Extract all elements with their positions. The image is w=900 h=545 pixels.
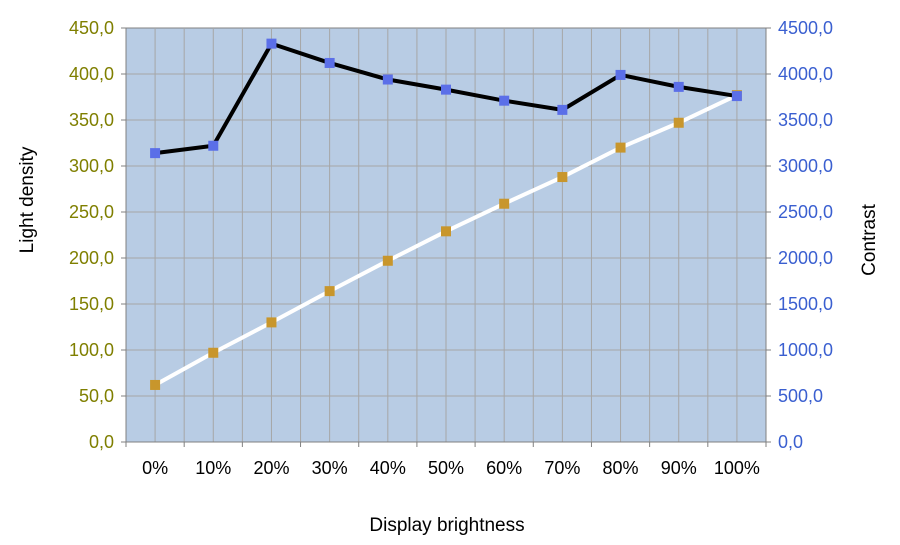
data-point-left	[441, 226, 451, 237]
x-tick-label: 20%	[253, 458, 289, 478]
data-point-right	[615, 69, 626, 80]
x-tick-label: 100%	[714, 458, 760, 478]
x-tick-label: 60%	[486, 458, 522, 478]
x-tick-label: 10%	[195, 458, 231, 478]
right-tick-label: 4000,0	[778, 64, 833, 84]
right-tick-label: 500,0	[778, 386, 823, 406]
right-tick-label: 0,0	[778, 432, 803, 452]
x-tick-label: 30%	[312, 458, 348, 478]
x-tick-label: 70%	[544, 458, 580, 478]
left-tick-label: 400,0	[69, 64, 114, 84]
data-point-right	[673, 81, 684, 92]
data-point-left	[615, 142, 626, 153]
data-point-left	[382, 255, 393, 266]
data-point-right	[499, 95, 510, 106]
series-layer	[150, 38, 742, 390]
x-tick-label: 0%	[142, 458, 168, 478]
right-tick-label: 3500,0	[778, 110, 833, 130]
data-point-right	[731, 91, 742, 102]
left-tick-label: 450,0	[69, 18, 114, 38]
left-tick-label: 0,0	[89, 432, 114, 452]
left-tick-label: 300,0	[69, 156, 114, 176]
data-point-right	[266, 38, 277, 49]
data-point-left	[266, 317, 277, 328]
x-tick-label: 40%	[370, 458, 406, 478]
left-tick-label: 200,0	[69, 248, 114, 268]
data-point-left	[673, 117, 684, 128]
data-point-right	[150, 148, 161, 159]
data-point-left	[150, 379, 161, 390]
left-tick-label: 350,0	[69, 110, 114, 130]
x-tick-label: 90%	[661, 458, 697, 478]
left-tick-label: 100,0	[69, 340, 114, 360]
data-point-right	[324, 57, 335, 68]
data-point-left	[557, 172, 568, 183]
left-axis-ticks: 0,0 50,0 100,0 150,0 200,0 250,0 300,0 350,0 400…	[69, 18, 126, 452]
y-axis-left-title: Light density	[17, 146, 38, 253]
left-tick-label: 250,0	[69, 202, 114, 222]
right-tick-label: 1000,0	[778, 340, 833, 360]
data-point-left	[208, 347, 219, 358]
y-axis-right-title: Contrast	[859, 203, 880, 276]
left-tick-label: 50,0	[79, 386, 114, 406]
x-axis-title: Display brightness	[369, 515, 524, 536]
right-tick-label: 3000,0	[778, 156, 833, 176]
data-point-right	[557, 104, 568, 115]
left-tick-label: 150,0	[69, 294, 114, 314]
right-axis-ticks: 0,0 500,0 1000,0 1500,0 2000,0 2500,0 3000,0 35…	[766, 18, 833, 452]
data-point-right	[208, 140, 219, 151]
x-tick-label: 80%	[603, 458, 639, 478]
x-tick-label: 50%	[428, 458, 464, 478]
right-tick-label: 2000,0	[778, 248, 833, 268]
x-axis-ticks: 0% 10% 20% 30% 40% 50% 60% 70% 80% 90% 100%	[125, 442, 767, 478]
data-point-left	[324, 286, 335, 297]
right-tick-label: 2500,0	[778, 202, 833, 222]
right-tick-label: 1500,0	[778, 294, 833, 314]
right-tick-label: 4500,0	[778, 18, 833, 38]
data-point-right	[382, 74, 393, 85]
data-point-right	[441, 84, 451, 95]
data-point-left	[499, 198, 510, 209]
